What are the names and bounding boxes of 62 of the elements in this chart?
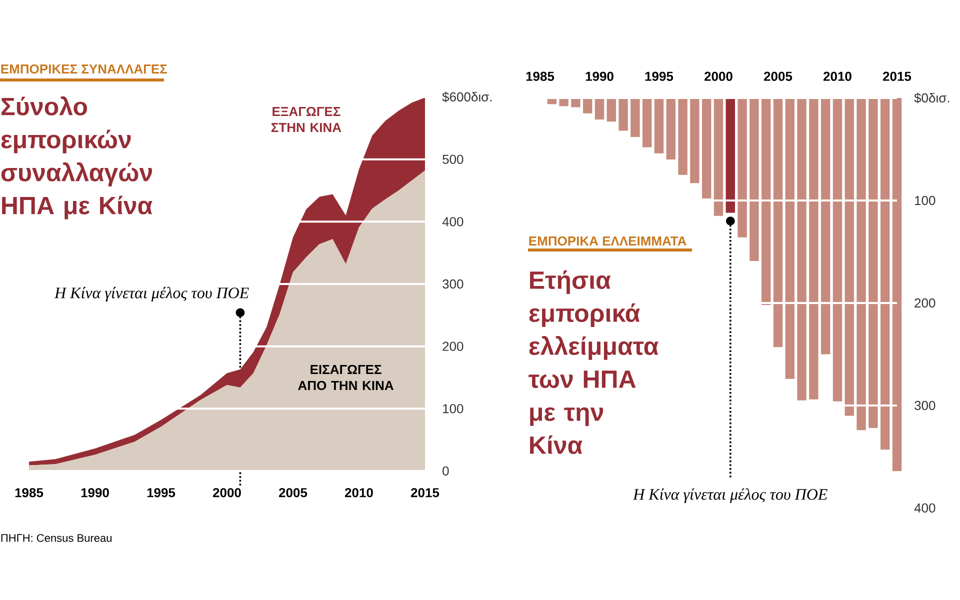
bar (702, 98, 712, 198)
bar (726, 98, 735, 213)
text: Ετήσια εμπορικά ελλείμματα των ΗΠΑ με την Κίνα (528, 270, 658, 454)
x-tick-label: 1985 (526, 72, 554, 81)
bar (880, 98, 890, 450)
bar (832, 98, 842, 402)
x-tick-label: 2000 (704, 72, 732, 81)
bar (750, 98, 759, 261)
x-tick-label: 2010 (823, 72, 852, 81)
x-tick-label: 2015 (410, 488, 440, 498)
y-tick-label: 500 (442, 154, 464, 164)
x-tick-label: 1995 (645, 72, 674, 81)
x-tick-label: 1990 (586, 72, 614, 81)
bar (892, 98, 902, 472)
bar (785, 98, 794, 379)
bar (618, 98, 628, 131)
y-tick-label: 300 (442, 279, 464, 289)
bar (714, 98, 724, 216)
y-tick-label: $0δισ. (914, 92, 950, 104)
x-tick-label: 2005 (278, 488, 308, 498)
text: ΕΞΑΓΩΓΕΣ ΣΤΗΝ ΚΙΝΑ (271, 106, 342, 132)
bar (809, 98, 818, 400)
chart-subtitle: ΕΜΠΟΡΙΚΕΣ ΣΥΝΑΛΛΑΓΕΣ (1, 64, 168, 74)
x-tick-label: 1990 (81, 488, 109, 498)
x-tick-label: 2015 (882, 72, 912, 81)
bar (594, 98, 604, 120)
bar (606, 98, 616, 122)
bar (820, 98, 830, 354)
annotation: Η Κίνα γίνεται μέλος του ΠΟΕ (632, 488, 828, 504)
text: ΕΜΠΟΡΙΚΑ ΕΛΛΕΙΜΜΑΤΑ (529, 236, 686, 246)
text: ΠΗΓΗ: Census Bureau (1, 534, 112, 542)
bar (654, 98, 664, 154)
y-tick-label: $600δισ. (442, 92, 492, 102)
y-tick-label: 100 (915, 196, 936, 206)
y-tick-label: 200 (442, 342, 464, 351)
bar (690, 98, 700, 184)
bar (678, 98, 688, 175)
x-tick-label: 2010 (344, 488, 373, 498)
y-tick-label: 400 (914, 503, 936, 513)
x-tick-label: 2000 (212, 488, 241, 498)
y-tick-label: 100 (443, 404, 464, 414)
bar (583, 98, 592, 114)
bar (797, 98, 806, 400)
bar (630, 98, 640, 137)
x-tick-label: 1985 (15, 488, 44, 498)
bar (773, 98, 783, 348)
bar (642, 98, 652, 148)
bar (856, 98, 866, 430)
y-tick-label: 300 (914, 400, 936, 410)
series-label: ΕΙΣΑΓΩΓΕΣ ΑΠΟ ΤΗΝ ΚΙΝΑ (298, 364, 394, 390)
bar (761, 98, 771, 306)
y-tick-label: 200 (914, 298, 936, 308)
x-tick-label: 1995 (147, 488, 176, 498)
bar (844, 98, 854, 416)
text: Σύνολο εμπορικών συναλλαγών ΗΠΑ με Κίνα (1, 96, 152, 220)
bar (666, 98, 676, 160)
bar (738, 98, 747, 238)
annotation: Η Κίνα γίνεται μέλος του ΠΟΕ (54, 286, 249, 302)
y-tick-label: 400 (442, 217, 464, 226)
x-tick-label: 2005 (764, 72, 792, 81)
y-tick-label: 0 (442, 466, 449, 476)
bar (868, 98, 878, 428)
